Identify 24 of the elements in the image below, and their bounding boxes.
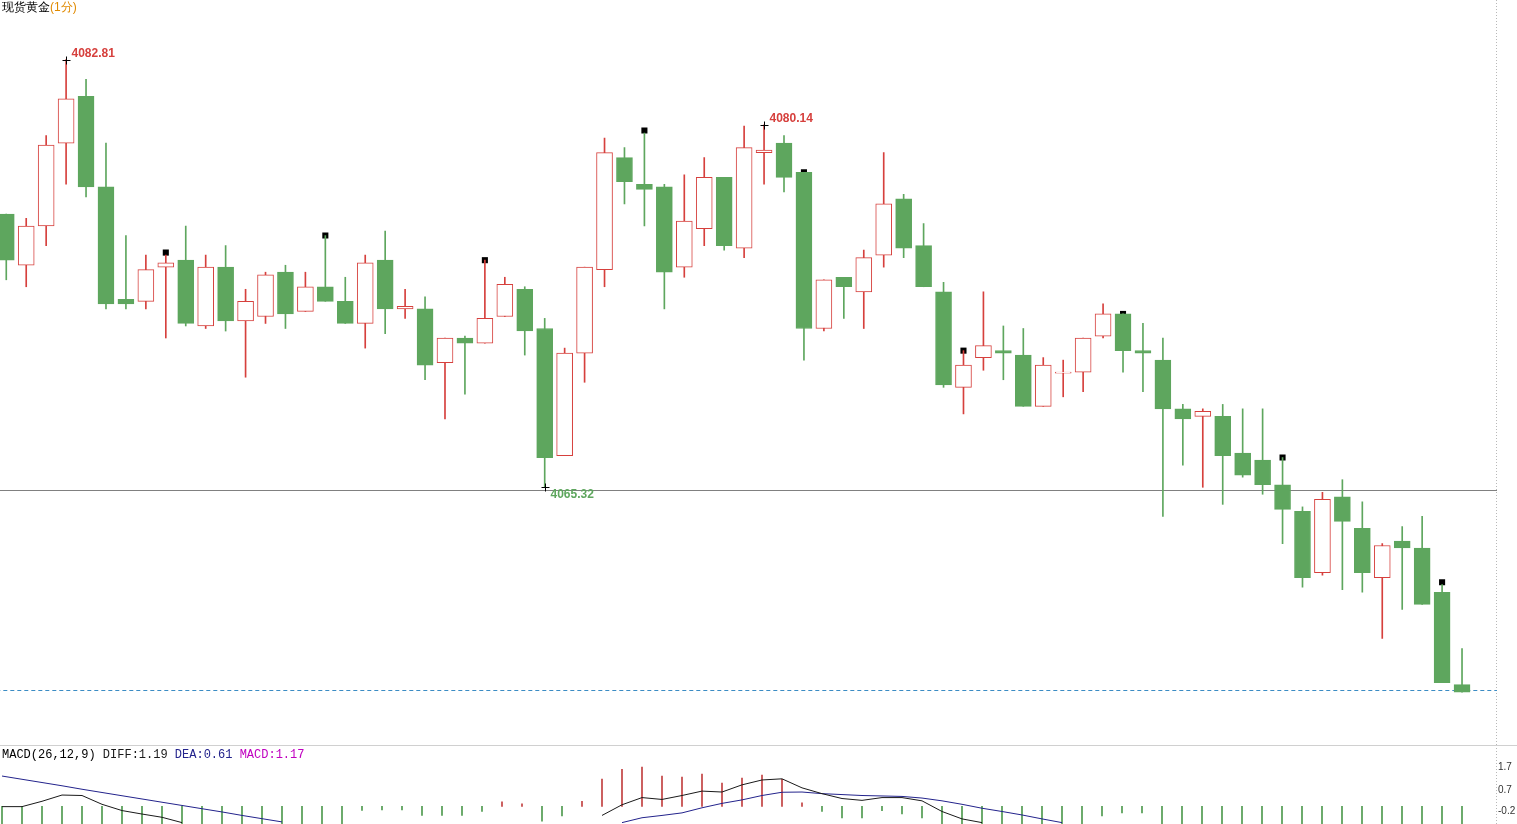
y-tick-label: 1.7: [1498, 760, 1513, 772]
candlestick: [835, 276, 853, 319]
text: DIFF:1.19: [102, 748, 168, 762]
chart-subtitle: (1分): [50, 0, 77, 14]
candlestick: [1194, 408, 1212, 488]
candlestick: [117, 235, 135, 310]
point: [641, 127, 648, 134]
text: 4082.81: [71, 45, 115, 60]
point: [1439, 579, 1446, 586]
annotation: MACD:1.17: [239, 748, 305, 762]
text: 4065.32: [550, 486, 594, 501]
y-tick-label: -0.2: [1498, 804, 1516, 816]
candlestick: [1054, 359, 1072, 398]
y-tick-label: 0.7: [1498, 783, 1513, 795]
point: [322, 232, 329, 239]
candlestick: [1453, 648, 1471, 693]
point: [162, 249, 169, 256]
chart-title: 现货黄金: [2, 0, 50, 14]
candlestick: [1393, 526, 1411, 610]
point: [960, 347, 967, 354]
candlestick: [1134, 323, 1152, 393]
text: DEA:0.61: [174, 748, 233, 762]
chart-title: MACD(26,12,9): [2, 748, 96, 762]
text: 4080.14: [769, 110, 813, 125]
